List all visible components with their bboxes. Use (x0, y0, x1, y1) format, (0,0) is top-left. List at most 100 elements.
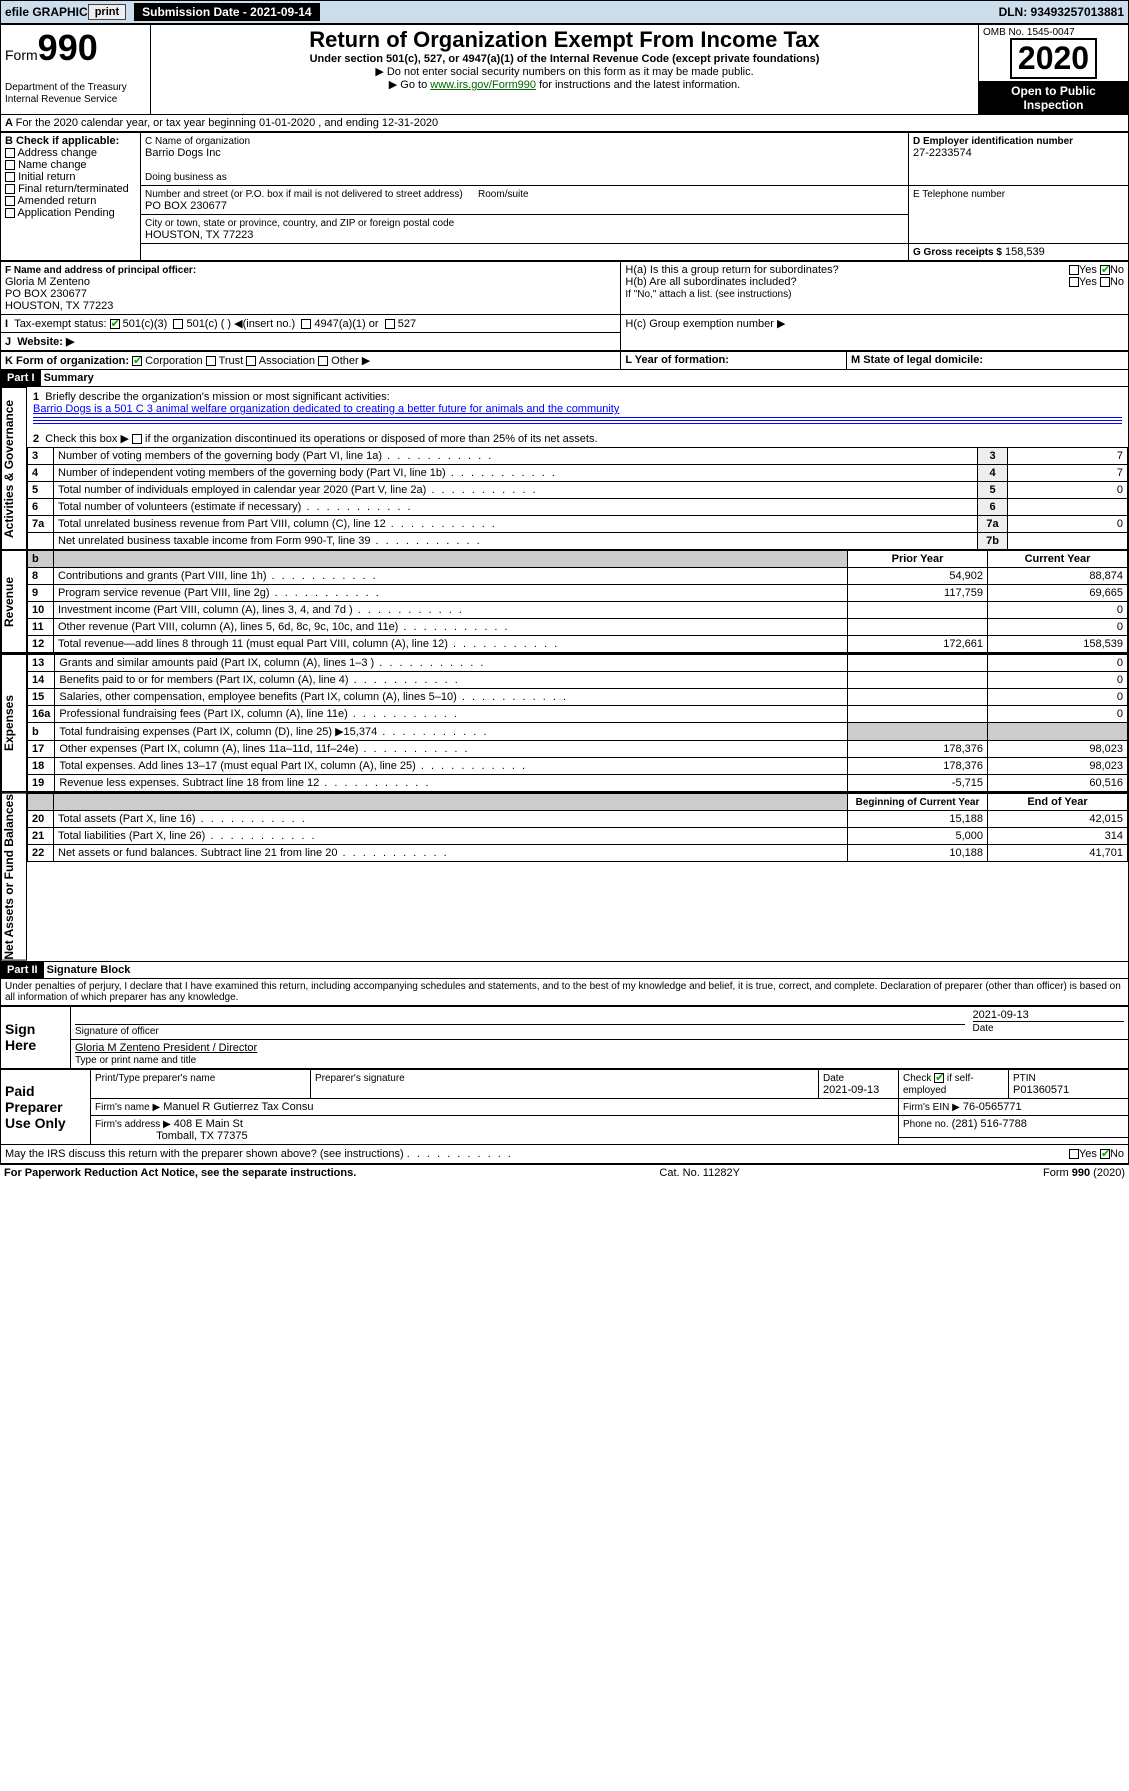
table-row: 4Number of independent voting members of… (28, 465, 1128, 482)
form-ref: Form 990 (2020) (1043, 1167, 1125, 1179)
dept-treasury: Department of the Treasury (5, 82, 127, 93)
phone-label: E Telephone number (913, 189, 1005, 200)
table-row: 20Total assets (Part X, line 16)15,18842… (28, 811, 1128, 828)
side-net-assets: Net Assets or Fund Balances (1, 793, 27, 961)
city-value: HOUSTON, TX 77223 (145, 229, 253, 241)
table-row: 12Total revenue—add lines 8 through 11 (… (28, 636, 1128, 653)
checkbox-501c[interactable] (173, 319, 183, 329)
firm-phone: (281) 516-7788 (952, 1118, 1027, 1130)
checkbox-final-return[interactable] (5, 184, 15, 194)
tax-year: 2020 (1010, 38, 1097, 79)
signature-table: Sign Here Signature of officer 2021-09-1… (0, 1006, 1129, 1069)
firm-city: Tomball, TX 77375 (156, 1130, 248, 1142)
ptin-value: P01360571 (1013, 1084, 1069, 1096)
checkbox-self-employed[interactable] (934, 1073, 944, 1083)
revenue-table: bPrior YearCurrent Year 8Contributions a… (27, 550, 1128, 653)
form-title: Return of Organization Exempt From Incom… (155, 27, 974, 53)
checkbox-initial-return[interactable] (5, 172, 15, 182)
state-domicile-label: M State of legal domicile: (851, 354, 983, 366)
checkbox-app-pending[interactable] (5, 208, 15, 218)
col-begin-year: Beginning of Current Year (848, 794, 988, 811)
checkbox-hb-yes[interactable] (1069, 277, 1079, 287)
table-row: 22Net assets or fund balances. Subtract … (28, 845, 1128, 862)
sig-officer-label: Signature of officer (75, 1026, 159, 1037)
checkbox-corp[interactable] (132, 356, 142, 366)
checkbox-527[interactable] (385, 319, 395, 329)
col-current-year: Current Year (988, 551, 1128, 568)
mission-text: Barrio Dogs is a 501 C 3 animal welfare … (33, 403, 619, 415)
open-inspection: Open to Public Inspection (979, 82, 1129, 115)
table-row: 5Total number of individuals employed in… (28, 482, 1128, 499)
prep-name-label: Print/Type preparer's name (95, 1073, 215, 1084)
gross-receipts-label: G Gross receipts $ (913, 247, 1002, 258)
table-row: 9Program service revenue (Part VIII, lin… (28, 585, 1128, 602)
footer: For Paperwork Reduction Act Notice, see … (0, 1164, 1129, 1181)
sign-here-label: Sign Here (1, 1006, 71, 1068)
checkbox-ha-yes[interactable] (1069, 265, 1079, 275)
dln: DLN: 93493257013881 (999, 5, 1124, 19)
col-prior-year: Prior Year (848, 551, 988, 568)
table-row: 8Contributions and grants (Part VIII, li… (28, 568, 1128, 585)
firm-ein-label: Firm's EIN ▶ (903, 1102, 960, 1113)
checkbox-hb-no[interactable] (1100, 277, 1110, 287)
gross-receipts-value: 158,539 (1005, 246, 1045, 258)
checkbox-trust[interactable] (206, 356, 216, 366)
hc-label: H(c) Group exemption number ▶ (625, 318, 785, 330)
side-governance: Activities & Governance (1, 387, 27, 550)
table-row: bTotal fundraising expenses (Part IX, co… (28, 723, 1128, 741)
table-row: 13Grants and similar amounts paid (Part … (28, 655, 1128, 672)
sig-date-value: 2021-09-13 (973, 1009, 1029, 1021)
form-subtitle: Under section 501(c), 527, or 4947(a)(1)… (155, 53, 974, 65)
checkbox-other[interactable] (318, 356, 328, 366)
hb-label: H(b) Are all subordinates included? (625, 276, 796, 288)
checkbox-address-change[interactable] (5, 148, 15, 158)
firm-name-label: Firm's name ▶ (95, 1102, 160, 1113)
tax-exempt-label: Tax-exempt status: (14, 318, 106, 330)
tax-year-line: A For the 2020 calendar year, or tax yea… (0, 115, 1129, 132)
table-row: 19Revenue less expenses. Subtract line 1… (28, 775, 1128, 792)
firm-addr-label: Firm's address ▶ (95, 1119, 171, 1130)
part1-title: Summary (44, 372, 94, 384)
checkbox-501c3[interactable] (110, 319, 120, 329)
form-org-label: K Form of organization: (5, 355, 129, 367)
checkbox-amended[interactable] (5, 196, 15, 206)
submission-date: Submission Date - 2021-09-14 (134, 3, 319, 21)
ein-value: 27-2233574 (913, 147, 972, 159)
table-row: 18Total expenses. Add lines 13–17 (must … (28, 758, 1128, 775)
officer-name-title: Gloria M Zenteno President / Director (75, 1042, 257, 1054)
website-label: Website: ▶ (17, 336, 74, 348)
org-name: Barrio Dogs Inc (145, 147, 221, 159)
officer-group-grid: F Name and address of principal officer:… (0, 261, 1129, 351)
table-row: 11Other revenue (Part VIII, column (A), … (28, 619, 1128, 636)
note-ssn: ▶ Do not enter social security numbers o… (155, 65, 974, 78)
identification-grid: B Check if applicable: Address change Na… (0, 132, 1129, 261)
top-bar: efile GRAPHIC print Submission Date - 20… (0, 0, 1129, 24)
dba-label: Doing business as (145, 172, 227, 183)
type-name-label: Type or print name and title (75, 1055, 196, 1066)
checkbox-discontinued[interactable] (132, 434, 142, 444)
form-org-grid: K Form of organization: Corporation Trus… (0, 351, 1129, 370)
irs-link[interactable]: www.irs.gov/Form990 (430, 79, 536, 91)
governance-table: 3Number of voting members of the governi… (27, 447, 1128, 550)
officer-addr1: PO BOX 230677 (5, 288, 87, 300)
cat-number: Cat. No. 11282Y (659, 1167, 740, 1179)
line2-text: Check this box ▶ if the organization dis… (45, 433, 597, 445)
checkbox-discuss-yes[interactable] (1069, 1149, 1079, 1159)
declaration-text: Under penalties of perjury, I declare th… (0, 979, 1129, 1006)
org-name-label: C Name of organization (145, 136, 250, 147)
efile-label: efile GRAPHIC (5, 5, 88, 19)
sig-date-label: Date (973, 1023, 994, 1034)
part1-header: Part I (1, 370, 41, 386)
note-goto: ▶ Go to www.irs.gov/Form990 for instruct… (155, 78, 974, 91)
checkbox-4947[interactable] (301, 319, 311, 329)
table-row: 10Investment income (Part VIII, column (… (28, 602, 1128, 619)
table-row: 6Total number of volunteers (estimate if… (28, 499, 1128, 516)
line1-label: Briefly describe the organization's miss… (45, 391, 389, 403)
checkbox-assoc[interactable] (246, 356, 256, 366)
print-button[interactable]: print (88, 4, 126, 20)
checkbox-discuss-no[interactable] (1100, 1149, 1110, 1159)
checkbox-ha-no[interactable] (1100, 265, 1110, 275)
firm-addr: 408 E Main St (174, 1118, 243, 1130)
checkbox-name-change[interactable] (5, 160, 15, 170)
side-revenue: Revenue (1, 550, 27, 653)
